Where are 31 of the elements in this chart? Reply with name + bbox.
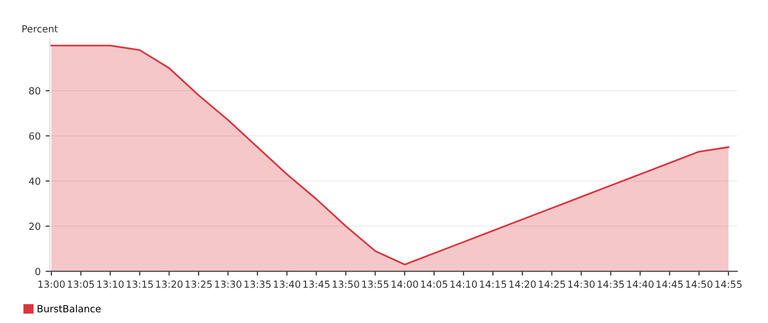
x-tick-label: 13:10	[97, 280, 124, 288]
x-tick-label: 14:05	[421, 280, 448, 288]
y-tick-label: 20	[29, 222, 40, 230]
legend-label: BurstBalance	[38, 304, 101, 312]
x-tick-label: 14:40	[627, 280, 654, 288]
x-tick-label: 13:35	[244, 280, 271, 288]
x-tick-label: 13:30	[215, 280, 242, 288]
x-tick-label: 13:15	[126, 280, 153, 288]
x-tick-label: 13:55	[362, 280, 388, 288]
x-tick-label: 14:20	[509, 280, 536, 288]
y-tick-label: 0	[35, 268, 40, 276]
x-tick-label: 13:40	[274, 280, 300, 288]
x-tick-label: 13:00	[38, 280, 65, 288]
x-tick-label: 14:55	[716, 280, 742, 288]
y-axis-title: Percent	[22, 25, 58, 32]
x-tick-label: 14:15	[480, 280, 506, 288]
x-tick-label: 14:30	[568, 280, 595, 288]
x-tick-label: 13:50	[332, 280, 360, 288]
x-tick-label: 13:45	[303, 280, 330, 288]
x-tick-label: 14:45	[656, 280, 683, 288]
x-tick-label: 14:10	[450, 280, 477, 288]
x-tick-label: 13:20	[156, 280, 183, 288]
x-tick-label: 13:25	[186, 280, 212, 288]
y-tick-label: 40	[28, 177, 40, 185]
y-tick-label: 60	[29, 132, 40, 140]
y-tick-label: 80	[29, 87, 40, 95]
x-tick-label: 14:35	[598, 280, 624, 288]
x-tick-label: 14:25	[538, 280, 565, 288]
x-tick-label: 14:50	[686, 280, 712, 288]
x-tick-label: 13:05	[68, 280, 94, 288]
x-tick-label: 14:00	[392, 280, 418, 288]
